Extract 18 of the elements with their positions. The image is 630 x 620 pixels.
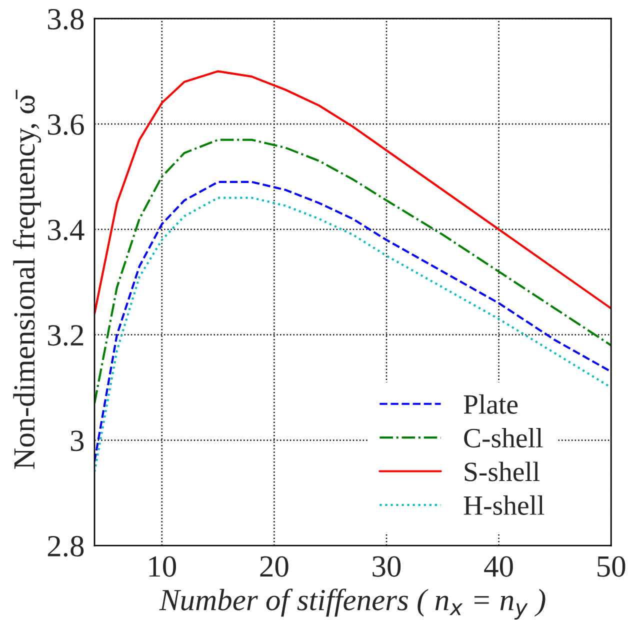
y-tick-label: 3.8: [48, 8, 84, 30]
y-tick-label: 3.6: [48, 114, 84, 136]
legend-label: H-shell: [464, 495, 544, 515]
y-tick-label: 2.8: [48, 536, 84, 557]
x-tick-label: 10: [149, 556, 176, 577]
legend-label: Plate: [464, 394, 518, 414]
y-tick-label: 3: [70, 430, 84, 452]
x-tick-label: 30: [372, 556, 401, 577]
x-tick-label: 40: [484, 556, 513, 577]
legend-label: C-shell: [464, 428, 543, 448]
y-tick-label: 3.4: [48, 220, 84, 240]
line-series: [94, 70, 612, 315]
legend-label: S-shell: [464, 462, 540, 482]
x-axis-title: Number of stiffeners ( n$_{x}$ = n$_{y}$ ): [159, 588, 546, 620]
y-axis-title: Non-dimensional frequency, ω̄: [12, 90, 42, 469]
x-tick-label: 20: [260, 556, 288, 577]
y-tick-label: 3.2: [48, 325, 84, 346]
x-tick-label: 50: [598, 556, 626, 577]
